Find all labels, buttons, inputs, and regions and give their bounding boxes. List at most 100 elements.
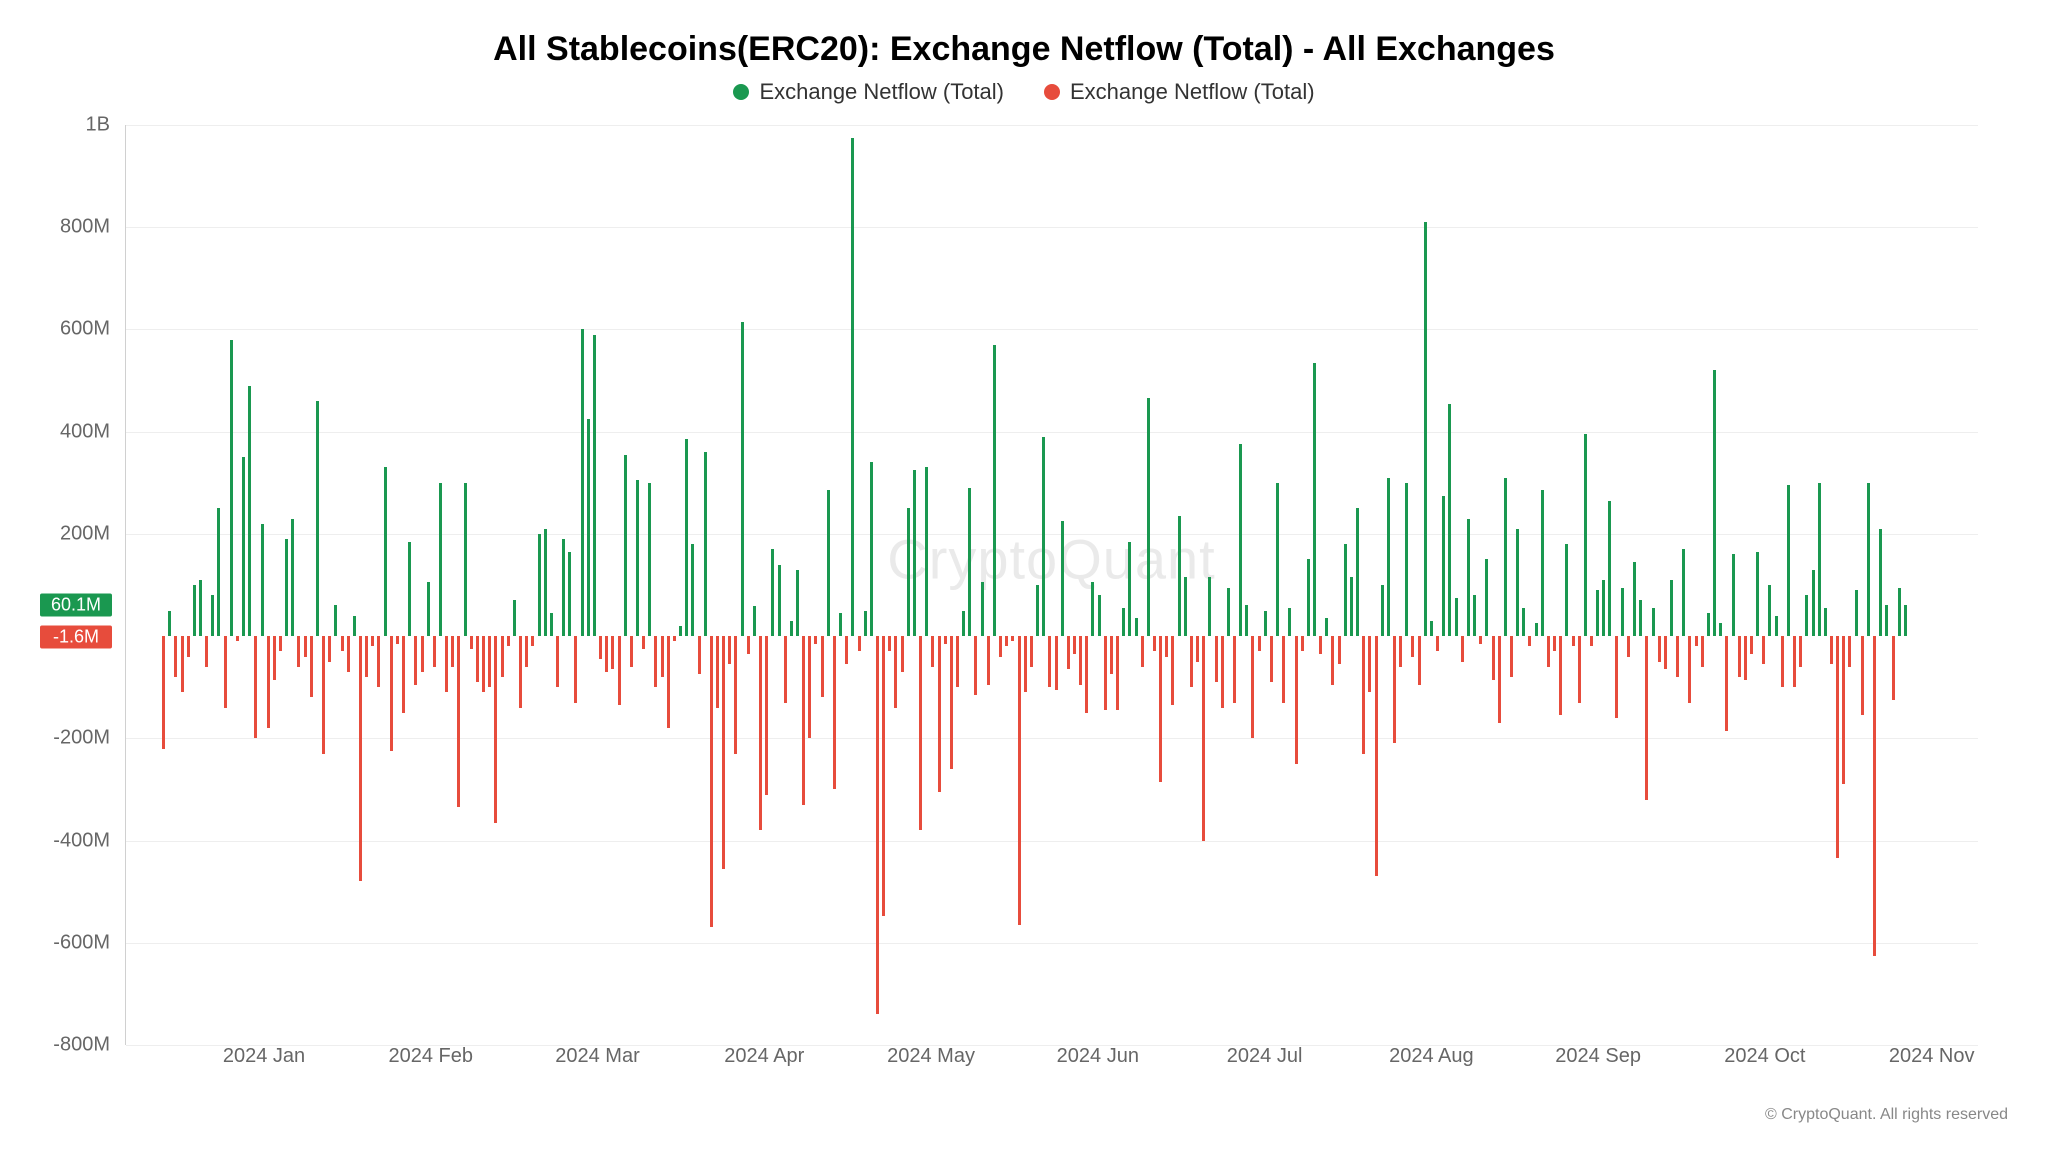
data-bar	[347, 636, 350, 672]
data-bar	[1221, 636, 1224, 708]
data-bar	[987, 636, 990, 685]
y-axis: 1B800M600M400M200M-200M-400M-600M-800M	[40, 125, 120, 1045]
data-bar	[1676, 636, 1679, 677]
data-bar	[741, 322, 744, 636]
data-bar	[291, 519, 294, 637]
data-bar	[1122, 608, 1125, 636]
data-bar	[1756, 552, 1759, 636]
data-bar	[1633, 562, 1636, 636]
data-bar	[673, 636, 676, 641]
data-bar	[193, 585, 196, 636]
data-bar	[562, 539, 565, 636]
data-bar	[790, 621, 793, 636]
data-bar	[661, 636, 664, 677]
data-bar	[1276, 483, 1279, 636]
data-bar	[1245, 605, 1248, 636]
data-bar	[599, 636, 602, 659]
data-bar	[328, 636, 331, 662]
x-tick-label: 2024 Oct	[1724, 1045, 1805, 1068]
data-bar	[901, 636, 904, 672]
data-bar	[1898, 588, 1901, 637]
data-bar	[519, 636, 522, 708]
data-bar	[457, 636, 460, 807]
y-axis-badge: -1.6M	[40, 625, 112, 648]
data-bar	[581, 329, 584, 636]
data-bar	[316, 401, 319, 636]
data-bar	[704, 452, 707, 636]
data-bar	[1879, 529, 1882, 636]
data-bar	[1307, 559, 1310, 636]
data-bar	[513, 600, 516, 636]
data-bar	[1055, 636, 1058, 690]
data-bar	[1264, 611, 1267, 637]
data-bar	[1504, 478, 1507, 636]
legend-item[interactable]: Exchange Netflow (Total)	[1044, 79, 1315, 105]
data-bar	[1067, 636, 1070, 669]
data-bar	[1645, 636, 1648, 800]
data-bar	[808, 636, 811, 738]
x-axis: 2024 Jan2024 Feb2024 Mar2024 Apr2024 May…	[125, 1045, 1978, 1075]
y-tick-label: 600M	[60, 318, 110, 341]
data-bar	[1664, 636, 1667, 669]
data-bar	[1485, 559, 1488, 636]
data-bar	[1073, 636, 1076, 654]
data-bar	[531, 636, 534, 646]
data-bar	[1430, 621, 1433, 636]
data-bar	[981, 582, 984, 636]
data-bar	[827, 490, 830, 636]
data-bar	[1424, 222, 1427, 636]
data-bar	[242, 457, 245, 636]
data-bar	[1048, 636, 1051, 687]
data-bar	[1836, 636, 1839, 858]
data-bar	[279, 636, 282, 651]
x-tick-label: 2024 Jul	[1227, 1045, 1303, 1068]
data-bar	[1215, 636, 1218, 682]
data-bar	[507, 636, 510, 646]
data-bar	[396, 636, 399, 644]
y-tick-label: 400M	[60, 420, 110, 443]
data-bar	[919, 636, 922, 830]
legend-item[interactable]: Exchange Netflow (Total)	[733, 79, 1004, 105]
data-bar	[894, 636, 897, 708]
data-bar	[698, 636, 701, 674]
data-bar	[1295, 636, 1298, 764]
data-bar	[1867, 483, 1870, 636]
data-bar	[778, 565, 781, 637]
data-bar	[962, 611, 965, 637]
data-bar	[1873, 636, 1876, 955]
data-bar	[845, 636, 848, 664]
y-tick-label: 200M	[60, 522, 110, 545]
data-bar	[1688, 636, 1691, 702]
data-bar	[1190, 636, 1193, 687]
x-tick-label: 2024 Feb	[388, 1045, 473, 1068]
data-bar	[304, 636, 307, 656]
data-bar	[1418, 636, 1421, 685]
chart-title: All Stablecoins(ERC20): Exchange Netflow…	[40, 30, 2008, 69]
data-bar	[1639, 600, 1642, 636]
data-bar	[1608, 501, 1611, 636]
data-bar	[1695, 636, 1698, 646]
data-bar	[1393, 636, 1396, 743]
data-bar	[1344, 544, 1347, 636]
data-bar	[211, 595, 214, 636]
x-tick-label: 2024 Jan	[223, 1045, 305, 1068]
data-bar	[1892, 636, 1895, 700]
x-tick-label: 2024 Sep	[1555, 1045, 1641, 1068]
data-bar	[1559, 636, 1562, 715]
legend-dot	[1044, 84, 1060, 100]
data-bar	[433, 636, 436, 667]
data-bar	[1461, 636, 1464, 662]
y-tick-label: 1B	[86, 114, 110, 137]
data-bar	[1270, 636, 1273, 682]
data-bar	[1251, 636, 1254, 738]
data-bar	[248, 386, 251, 636]
data-bar	[445, 636, 448, 692]
data-bar	[408, 542, 411, 637]
data-bar	[1528, 636, 1531, 646]
data-bar	[1171, 636, 1174, 705]
data-bar	[734, 636, 737, 754]
data-bar	[1282, 636, 1285, 702]
data-bar	[273, 636, 276, 679]
data-bar	[384, 467, 387, 636]
data-bar	[1492, 636, 1495, 679]
